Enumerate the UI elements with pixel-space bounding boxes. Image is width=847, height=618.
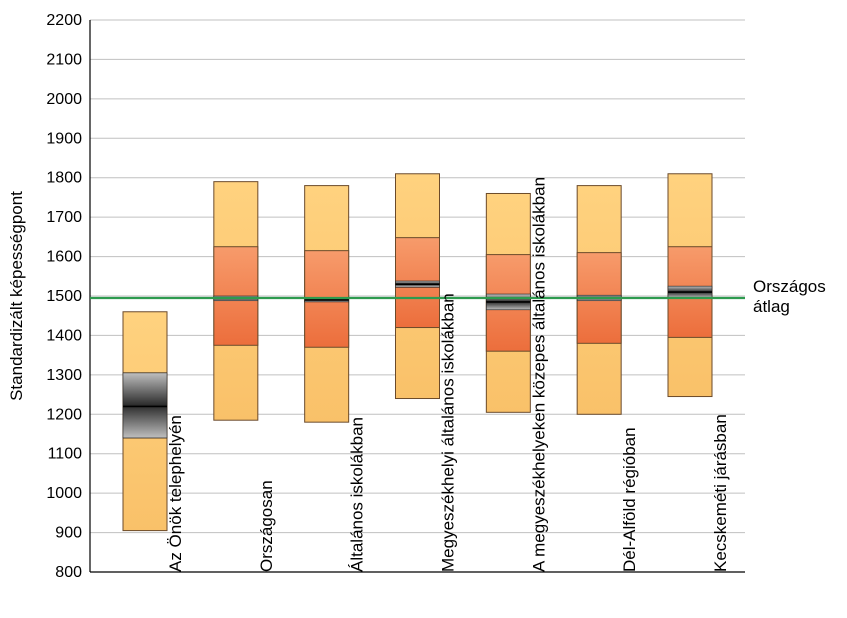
y-tick-label: 900 (55, 525, 82, 542)
y-tick-label: 1300 (46, 367, 82, 384)
y-tick-label: 1800 (46, 170, 82, 187)
y-tick-label: 1400 (46, 327, 82, 344)
category-label: A megyeszékhelyeken közepes általános is… (529, 177, 548, 572)
y-tick-label: 1100 (48, 446, 83, 463)
y-tick-label: 1000 (46, 485, 82, 502)
category-label: Megyeszékhelyi általános iskolákban (439, 293, 458, 572)
category-label: Országosan (257, 480, 276, 572)
y-tick-label: 1900 (46, 130, 82, 147)
y-axis-title: Standardizált képességpont (7, 191, 26, 401)
boxplot-chart: 800 900 1000 1100 1200 1300 1400 1500 1600 1700 18… (0, 0, 847, 618)
y-tick-label: 2100 (46, 51, 82, 68)
category-label: Dél-Alföld régióban (620, 427, 639, 572)
y-tick-label: 1600 (46, 249, 82, 266)
category-label: Kecskeméti járásban (711, 414, 730, 572)
y-tick-label: 2000 (46, 91, 82, 108)
y-tick-label: 800 (55, 564, 82, 581)
y-tick-label: 1700 (46, 209, 82, 226)
category-label: Általános iskolákban (348, 417, 367, 572)
category-label: Az Önök telephelyén (166, 415, 185, 572)
box-ci (123, 373, 167, 438)
chart-svg: 800 900 1000 1100 1200 1300 1400 1500 1600 1700 18… (0, 0, 847, 618)
y-tick-label: 1500 (46, 288, 82, 305)
y-tick-label: 1200 (46, 406, 82, 423)
y-tick-label: 2200 (46, 12, 82, 29)
